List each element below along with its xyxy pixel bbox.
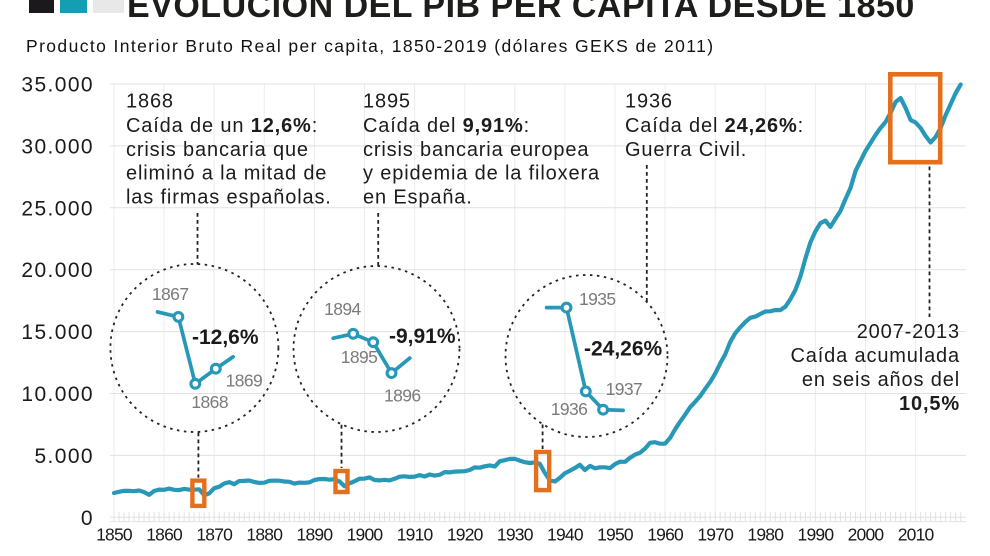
svg-text:10.000: 10.000 [21, 383, 94, 406]
svg-text:1990: 1990 [798, 525, 835, 545]
svg-text:-9,91%: -9,91% [389, 325, 456, 348]
svg-text:1896: 1896 [384, 385, 421, 405]
svg-text:1937: 1937 [606, 379, 643, 399]
svg-text:1936: 1936 [551, 399, 588, 419]
svg-text:eliminó a la mitad de: eliminó a la mitad de [126, 163, 327, 185]
svg-text:1868: 1868 [126, 91, 174, 113]
svg-text:1950: 1950 [597, 525, 634, 545]
svg-text:y epidemia de la filoxera: y epidemia de la filoxera [363, 163, 600, 185]
svg-text:5.000: 5.000 [34, 445, 94, 468]
svg-text:10,5%: 10,5% [899, 393, 960, 415]
svg-text:2010: 2010 [898, 525, 935, 545]
svg-text:1870: 1870 [196, 525, 233, 545]
svg-text:1895: 1895 [363, 91, 411, 113]
svg-text:1900: 1900 [347, 525, 384, 545]
svg-text:1895: 1895 [341, 347, 378, 367]
svg-text:1940: 1940 [547, 525, 584, 545]
svg-text:Guerra Civil.: Guerra Civil. [625, 139, 747, 161]
svg-text:35.000: 35.000 [21, 74, 94, 97]
svg-text:crisis bancaria que: crisis bancaria que [126, 139, 309, 161]
svg-text:Caída del 24,26%:: Caída del 24,26%: [625, 115, 804, 137]
svg-text:20.000: 20.000 [21, 259, 94, 282]
svg-text:1910: 1910 [397, 525, 434, 545]
svg-text:1960: 1960 [647, 525, 684, 545]
svg-text:1869: 1869 [226, 371, 263, 391]
svg-text:-24,26%: -24,26% [584, 338, 663, 361]
svg-text:las firmas españolas.: las firmas españolas. [126, 187, 332, 209]
svg-text:1920: 1920 [447, 525, 484, 545]
svg-text:EVOLUCIÓN DEL PIB PER CÁPITA D: EVOLUCIÓN DEL PIB PER CÁPITA DESDE 1850 [127, 0, 915, 25]
svg-text:1935: 1935 [579, 289, 616, 309]
svg-text:crisis bancaria europea: crisis bancaria europea [363, 139, 589, 161]
svg-text:1894: 1894 [324, 299, 361, 319]
svg-text:1880: 1880 [246, 525, 283, 545]
svg-text:Caída del 9,91%:: Caída del 9,91%: [363, 115, 530, 137]
svg-text:1930: 1930 [497, 525, 534, 545]
svg-text:Caída acumulada: Caída acumulada [790, 345, 960, 367]
svg-text:en España.: en España. [363, 187, 473, 209]
svg-text:30.000: 30.000 [21, 135, 94, 158]
svg-text:1868: 1868 [191, 392, 228, 412]
svg-text:1970: 1970 [697, 525, 734, 545]
svg-text:-12,6%: -12,6% [192, 326, 259, 349]
svg-text:1850: 1850 [96, 525, 133, 545]
svg-text:2000: 2000 [848, 525, 885, 545]
svg-text:1980: 1980 [747, 525, 784, 545]
svg-text:Caída de un 12,6%:: Caída de un 12,6%: [126, 115, 318, 137]
svg-text:2007-2013: 2007-2013 [857, 321, 960, 343]
svg-text:en seis años del: en seis años del [802, 369, 960, 391]
svg-text:0: 0 [81, 507, 94, 530]
svg-text:1890: 1890 [297, 525, 334, 545]
svg-text:1860: 1860 [146, 525, 183, 545]
svg-text:1936: 1936 [625, 91, 673, 113]
svg-text:15.000: 15.000 [21, 321, 94, 344]
svg-text:Producto Interior Bruto Real p: Producto Interior Bruto Real per capita,… [26, 36, 714, 56]
svg-text:25.000: 25.000 [21, 197, 94, 220]
svg-text:1867: 1867 [152, 284, 189, 304]
